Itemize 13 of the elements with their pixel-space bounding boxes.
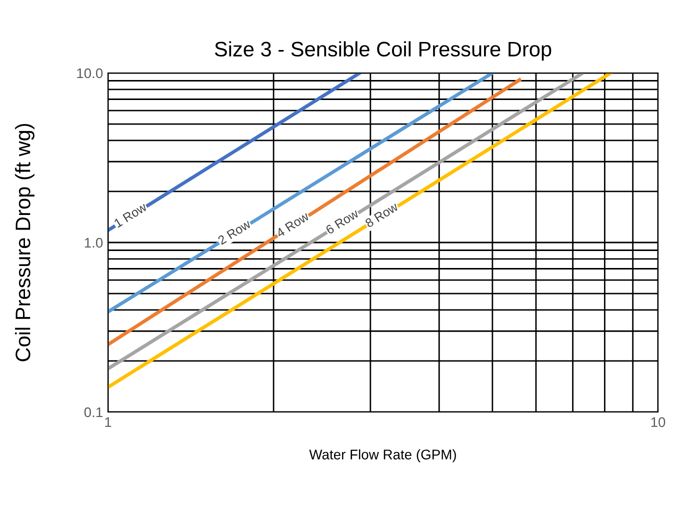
y-tick-label: 10.0 [77,68,103,78]
x-axis-title: Water Flow Rate (GPM) [309,449,456,462]
text: 8 Row [364,202,399,228]
y-axis-title: Coil Pressure Drop (ft wg) [15,124,34,362]
y-tick-label: 0.1 [84,407,102,418]
chart-title: Size 3 - Sensible Coil Pressure Drop [214,41,552,61]
x-tick-label: 10 [651,417,666,428]
y-tick-label: 1.0 [84,238,103,248]
text: 1 Row [114,202,148,228]
text: 6 Row [325,208,360,235]
text: 4 Row [275,211,310,238]
text: 2 Row [217,219,252,245]
x-tick-label: 1 [105,417,112,427]
